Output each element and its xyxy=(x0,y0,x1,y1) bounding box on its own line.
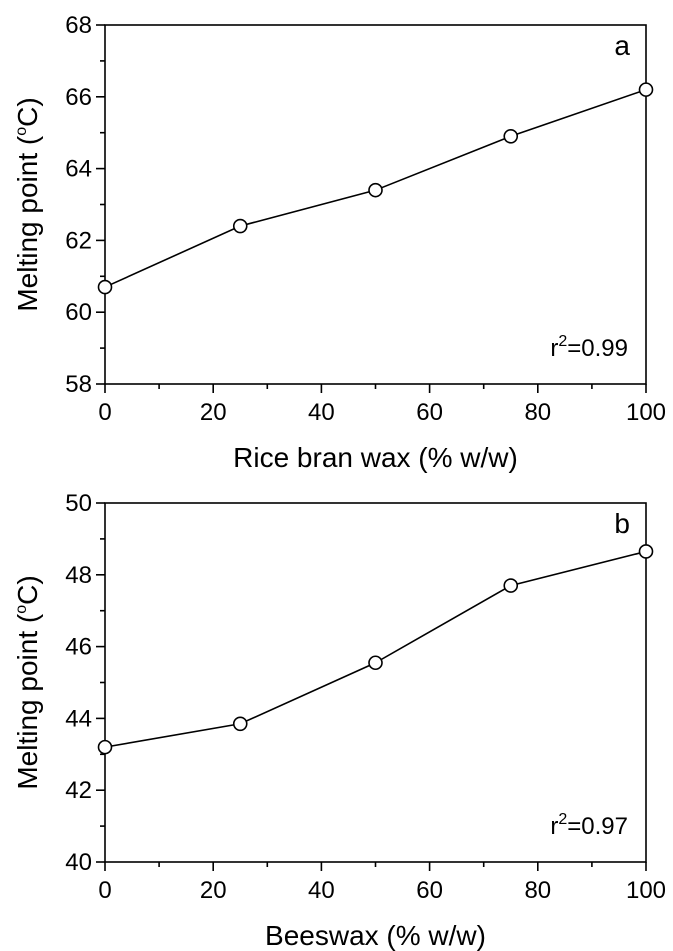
x-tick-label: 40 xyxy=(308,399,335,426)
x-tick-label: 40 xyxy=(308,877,335,904)
x-tick-label: 20 xyxy=(200,399,227,426)
x-tick-label: 0 xyxy=(98,877,111,904)
plot-frame xyxy=(104,502,647,863)
data-point xyxy=(503,578,519,593)
data-point xyxy=(97,739,113,755)
y-axis-title-main: Melting point ( xyxy=(12,135,43,312)
x-tick-label: 60 xyxy=(416,877,443,904)
r-squared-annotation: r2=0.97 xyxy=(550,811,628,840)
plot-frame xyxy=(104,24,647,385)
y-tick-label: 46 xyxy=(65,634,92,661)
y-axis-title-unit: C) xyxy=(12,575,43,605)
data-point xyxy=(368,655,383,671)
x-tick-label: 80 xyxy=(524,399,551,426)
panel-b: 40 42 44 46 48 50 0 20 40 60 80 100 Beeswax (% w/w) M… xyxy=(12,490,666,951)
data-point xyxy=(368,182,383,198)
y-tick-label: 60 xyxy=(65,299,92,326)
data-point xyxy=(232,218,248,234)
x-tick-label: 0 xyxy=(98,399,111,426)
panel-label: a xyxy=(614,30,630,61)
r-squared-base: r xyxy=(550,335,558,362)
y-tick-label: 42 xyxy=(65,777,92,804)
y-tick-label: 68 xyxy=(65,12,92,39)
r-squared-exponent: 2 xyxy=(558,811,567,828)
series-line xyxy=(104,550,647,748)
data-point xyxy=(503,128,519,144)
y-tick-label: 64 xyxy=(65,156,92,183)
r-squared-base: r xyxy=(550,813,558,840)
y-tick-label: 40 xyxy=(65,849,92,876)
y-tick-label: 50 xyxy=(65,490,92,517)
r-squared-value: =0.97 xyxy=(567,813,628,840)
y-axis-title-degree: o xyxy=(13,127,30,136)
x-axis-title: Rice bran wax (% w/w) xyxy=(233,442,518,473)
x-tick-label: 100 xyxy=(626,399,666,426)
y-axis-title: Melting point (oC) xyxy=(12,97,43,311)
y-tick-label: 44 xyxy=(65,705,92,732)
r-squared-annotation: r2=0.99 xyxy=(550,333,628,362)
data-point xyxy=(638,82,654,97)
y-tick-label: 58 xyxy=(65,371,92,398)
data-point xyxy=(638,544,654,559)
x-tick-label: 100 xyxy=(626,877,666,904)
r-squared-exponent: 2 xyxy=(558,333,567,350)
y-axis-title-degree: o xyxy=(13,605,30,614)
r-squared-value: =0.99 xyxy=(567,335,628,362)
data-point xyxy=(97,279,113,295)
y-axis-title-main: Melting point ( xyxy=(12,613,43,790)
x-tick-label: 80 xyxy=(524,877,551,904)
data-point xyxy=(232,716,248,732)
y-tick-label: 48 xyxy=(65,562,92,589)
panel-a: 58 60 62 64 66 68 0 20 40 60 80 100 Rice bran wax (%… xyxy=(12,12,666,473)
panel-label: b xyxy=(614,508,630,539)
y-axis-title: Melting point (oC) xyxy=(12,575,43,789)
x-tick-label: 60 xyxy=(416,399,443,426)
y-axis-title-unit: C) xyxy=(12,97,43,127)
y-tick-label: 62 xyxy=(65,227,92,254)
y-tick-label: 66 xyxy=(65,84,92,111)
x-axis-title: Beeswax (% w/w) xyxy=(265,920,486,951)
x-tick-label: 20 xyxy=(200,877,227,904)
